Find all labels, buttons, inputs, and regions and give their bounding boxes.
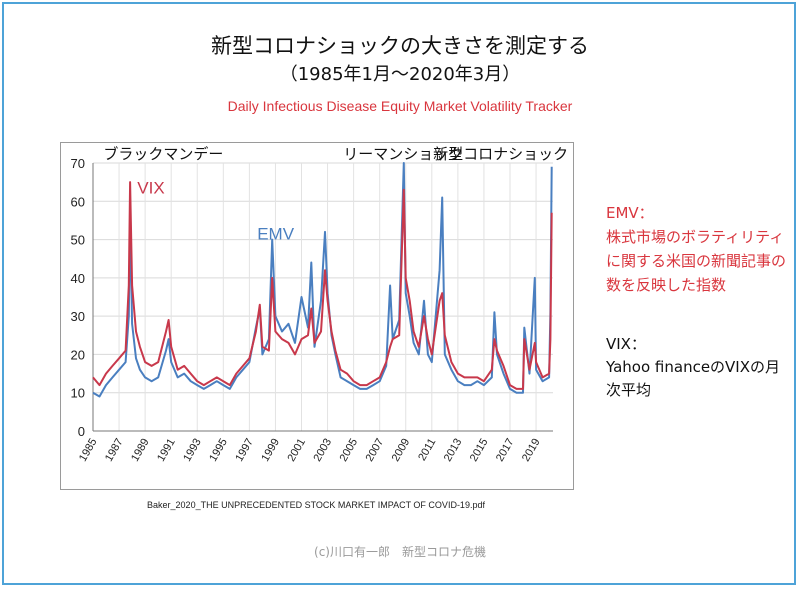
y-tick-label: 40 xyxy=(71,271,85,286)
x-tick-label: 1989 xyxy=(129,437,152,464)
x-tick-label: 2019 xyxy=(520,437,543,464)
x-tick-label: 1999 xyxy=(259,437,282,464)
x-tick-label: 1985 xyxy=(77,437,100,464)
period-subtitle: （1985年1月～2020年3月） xyxy=(279,64,521,85)
event-annotation: ブラックマンデー xyxy=(103,145,223,163)
source-citation: Baker_2020_THE UNPRECEDENTED STOCK MARKE… xyxy=(147,500,485,510)
x-tick-label: 1987 xyxy=(103,437,126,464)
series-label-vix: VIX xyxy=(137,179,164,198)
x-tick-label: 2005 xyxy=(338,437,361,464)
emv-definition-text: 株式市場のボラティリティに関する米国の新聞記事の数を反映した指数 xyxy=(606,228,787,294)
x-tick-label: 1993 xyxy=(181,437,204,464)
event-annotation: リーマンショック xyxy=(343,145,463,163)
series-label-emv: EMV xyxy=(257,225,295,244)
x-tick-label: 2007 xyxy=(364,437,387,464)
tracker-subtitle: Daily Infectious Disease Equity Market V… xyxy=(227,98,573,114)
copyright-credit: (c)川口有一郎 新型コロナ危機 xyxy=(314,545,486,559)
slide-title: 新型コロナショックの大きさを測定する xyxy=(211,34,589,58)
x-tick-label: 2013 xyxy=(442,437,465,464)
y-tick-label: 30 xyxy=(71,309,85,324)
chart-plot-area: 0 10 20 30 40 50 60 70 1985 1987 1989 1991 1993 1995 1… xyxy=(60,142,574,490)
x-tick-label: 2011 xyxy=(416,437,438,463)
x-tick-label: 2001 xyxy=(285,437,308,464)
y-tick-label: 50 xyxy=(71,233,85,248)
x-tick-label: 2015 xyxy=(468,437,491,464)
y-tick-label: 70 xyxy=(71,156,85,171)
vix-definition-text: Yahoo financeのVIXの月次平均 xyxy=(606,358,781,399)
x-tick-label: 2009 xyxy=(390,437,413,464)
vix-definition-heading: VIX： xyxy=(606,335,646,353)
y-tick-label: 20 xyxy=(71,347,85,362)
emv-definition-heading: EMV： xyxy=(606,204,654,222)
series-line-emv xyxy=(92,162,553,398)
y-tick-label: 10 xyxy=(71,386,85,401)
y-tick-label: 0 xyxy=(78,424,85,439)
x-tick-label: 1995 xyxy=(207,437,230,464)
x-tick-label: 2017 xyxy=(494,437,517,464)
y-tick-label: 60 xyxy=(71,194,85,209)
x-tick-label: 2003 xyxy=(312,437,335,464)
event-annotation: 新型コロナショック xyxy=(433,145,568,163)
series-line-vix xyxy=(92,181,553,390)
x-tick-label: 1991 xyxy=(155,437,178,464)
x-tick-label: 1997 xyxy=(233,437,256,464)
